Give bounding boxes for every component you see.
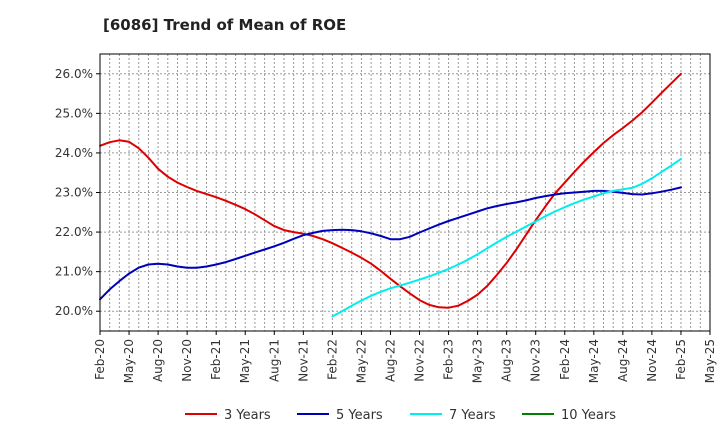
y-tick-label: 24.0% xyxy=(55,146,93,160)
x-tick-label: Aug-20 xyxy=(151,339,165,382)
x-tick-label: Feb-23 xyxy=(442,339,456,380)
series-line-5-years xyxy=(99,186,682,301)
y-tick-label: 23.0% xyxy=(55,186,93,200)
legend: 3 Years 5 Years 7 Years 10 Years xyxy=(185,408,616,423)
x-tick-label: May-22 xyxy=(354,339,368,383)
x-tick-label: Aug-21 xyxy=(267,339,281,382)
legend-label: 3 Years xyxy=(224,408,271,423)
x-tick-label: Nov-21 xyxy=(296,339,310,382)
x-tick-label: Nov-22 xyxy=(413,339,427,382)
series-lines xyxy=(99,72,682,318)
x-tick-label: May-24 xyxy=(587,339,601,383)
chart-title: [6086] Trend of Mean of ROE xyxy=(103,16,346,34)
x-tick-label: Aug-24 xyxy=(616,339,630,382)
x-tick-label: Nov-24 xyxy=(645,339,659,382)
y-tick-label: 22.0% xyxy=(55,225,93,239)
series-line-7-years xyxy=(331,157,682,318)
x-tick-label: May-20 xyxy=(122,339,136,383)
x-tick-label: May-25 xyxy=(703,339,717,383)
x-axis-ticks: Feb-20 May-20 Aug-20 Nov-20 Feb-21 May-21 Aug-… xyxy=(93,331,717,383)
x-tick-label: Aug-23 xyxy=(500,339,514,382)
y-axis-ticks: 20.0% 21.0% 22.0% 23.0% 24.0% 25.0% 26.0% xyxy=(55,67,100,318)
legend-label: 7 Years xyxy=(449,408,496,423)
x-tick-label: Feb-22 xyxy=(325,339,339,380)
x-tick-label: May-23 xyxy=(471,339,485,383)
legend-label: 10 Years xyxy=(561,408,616,423)
x-tick-label: Nov-23 xyxy=(529,339,543,382)
x-tick-label: Feb-24 xyxy=(558,339,572,380)
x-tick-label: May-21 xyxy=(238,339,252,383)
y-tick-label: 21.0% xyxy=(55,265,93,279)
x-tick-label: Aug-22 xyxy=(383,339,397,382)
series-line-3-years xyxy=(99,72,682,309)
legend-label: 5 Years xyxy=(336,408,383,423)
x-tick-label: Feb-21 xyxy=(209,339,223,380)
x-tick-label: Nov-20 xyxy=(180,339,194,382)
y-tick-label: 20.0% xyxy=(55,304,93,318)
x-tick-label: Feb-25 xyxy=(674,339,688,380)
y-tick-label: 25.0% xyxy=(55,106,93,120)
x-tick-label: Feb-20 xyxy=(93,339,107,380)
y-tick-label: 26.0% xyxy=(55,67,93,81)
